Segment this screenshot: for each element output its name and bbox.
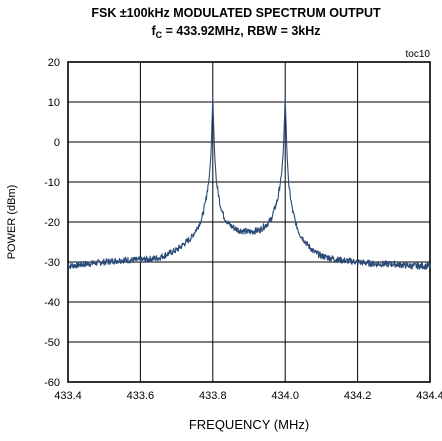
y-tick-label: 10 — [48, 97, 60, 109]
x-tick-labels: 433.4 433.6 433.8 434.0 434.2 434.4 — [54, 390, 442, 402]
y-tick-label: 0 — [54, 137, 60, 149]
plot-area-frame — [67, 61, 431, 383]
chart-subtitle: fC = 433.92MHz, RBW = 3kHz — [151, 24, 320, 40]
y-tick-label: 20 — [48, 57, 60, 69]
x-tick-label: 433.8 — [199, 390, 227, 402]
y-tick-label: -40 — [44, 297, 60, 309]
chart-note: toc10 — [406, 49, 431, 60]
x-tick-label: 434.4 — [416, 390, 442, 402]
spectrum-trace — [67, 97, 431, 270]
subtitle-rest: = 433.92MHz, RBW = 3kHz — [162, 24, 320, 38]
subtitle-subscript: C — [156, 30, 163, 40]
y-tick-label: -20 — [44, 217, 60, 229]
y-tick-label: -10 — [44, 177, 60, 189]
x-axis-label: FREQUENCY (MHz) — [189, 417, 309, 432]
y-tick-label: -30 — [44, 257, 60, 269]
y-tick-label: -50 — [44, 337, 60, 349]
y-tick-label: -60 — [44, 377, 60, 389]
y-tick-labels: 20 10 0 -10 -20 -30 -40 -50 -60 — [44, 57, 60, 389]
y-axis-label: POWER (dBm) — [6, 185, 18, 260]
x-tick-label: 433.6 — [127, 390, 155, 402]
subtitle-prefix: f — [151, 24, 156, 38]
x-tick-label: 434.0 — [271, 390, 299, 402]
grid-lines — [68, 62, 430, 382]
chart-title: FSK ±100kHz MODULATED SPECTRUM OUTPUT — [91, 6, 381, 20]
x-tick-label: 434.2 — [344, 390, 372, 402]
x-tick-label: 433.4 — [54, 390, 82, 402]
